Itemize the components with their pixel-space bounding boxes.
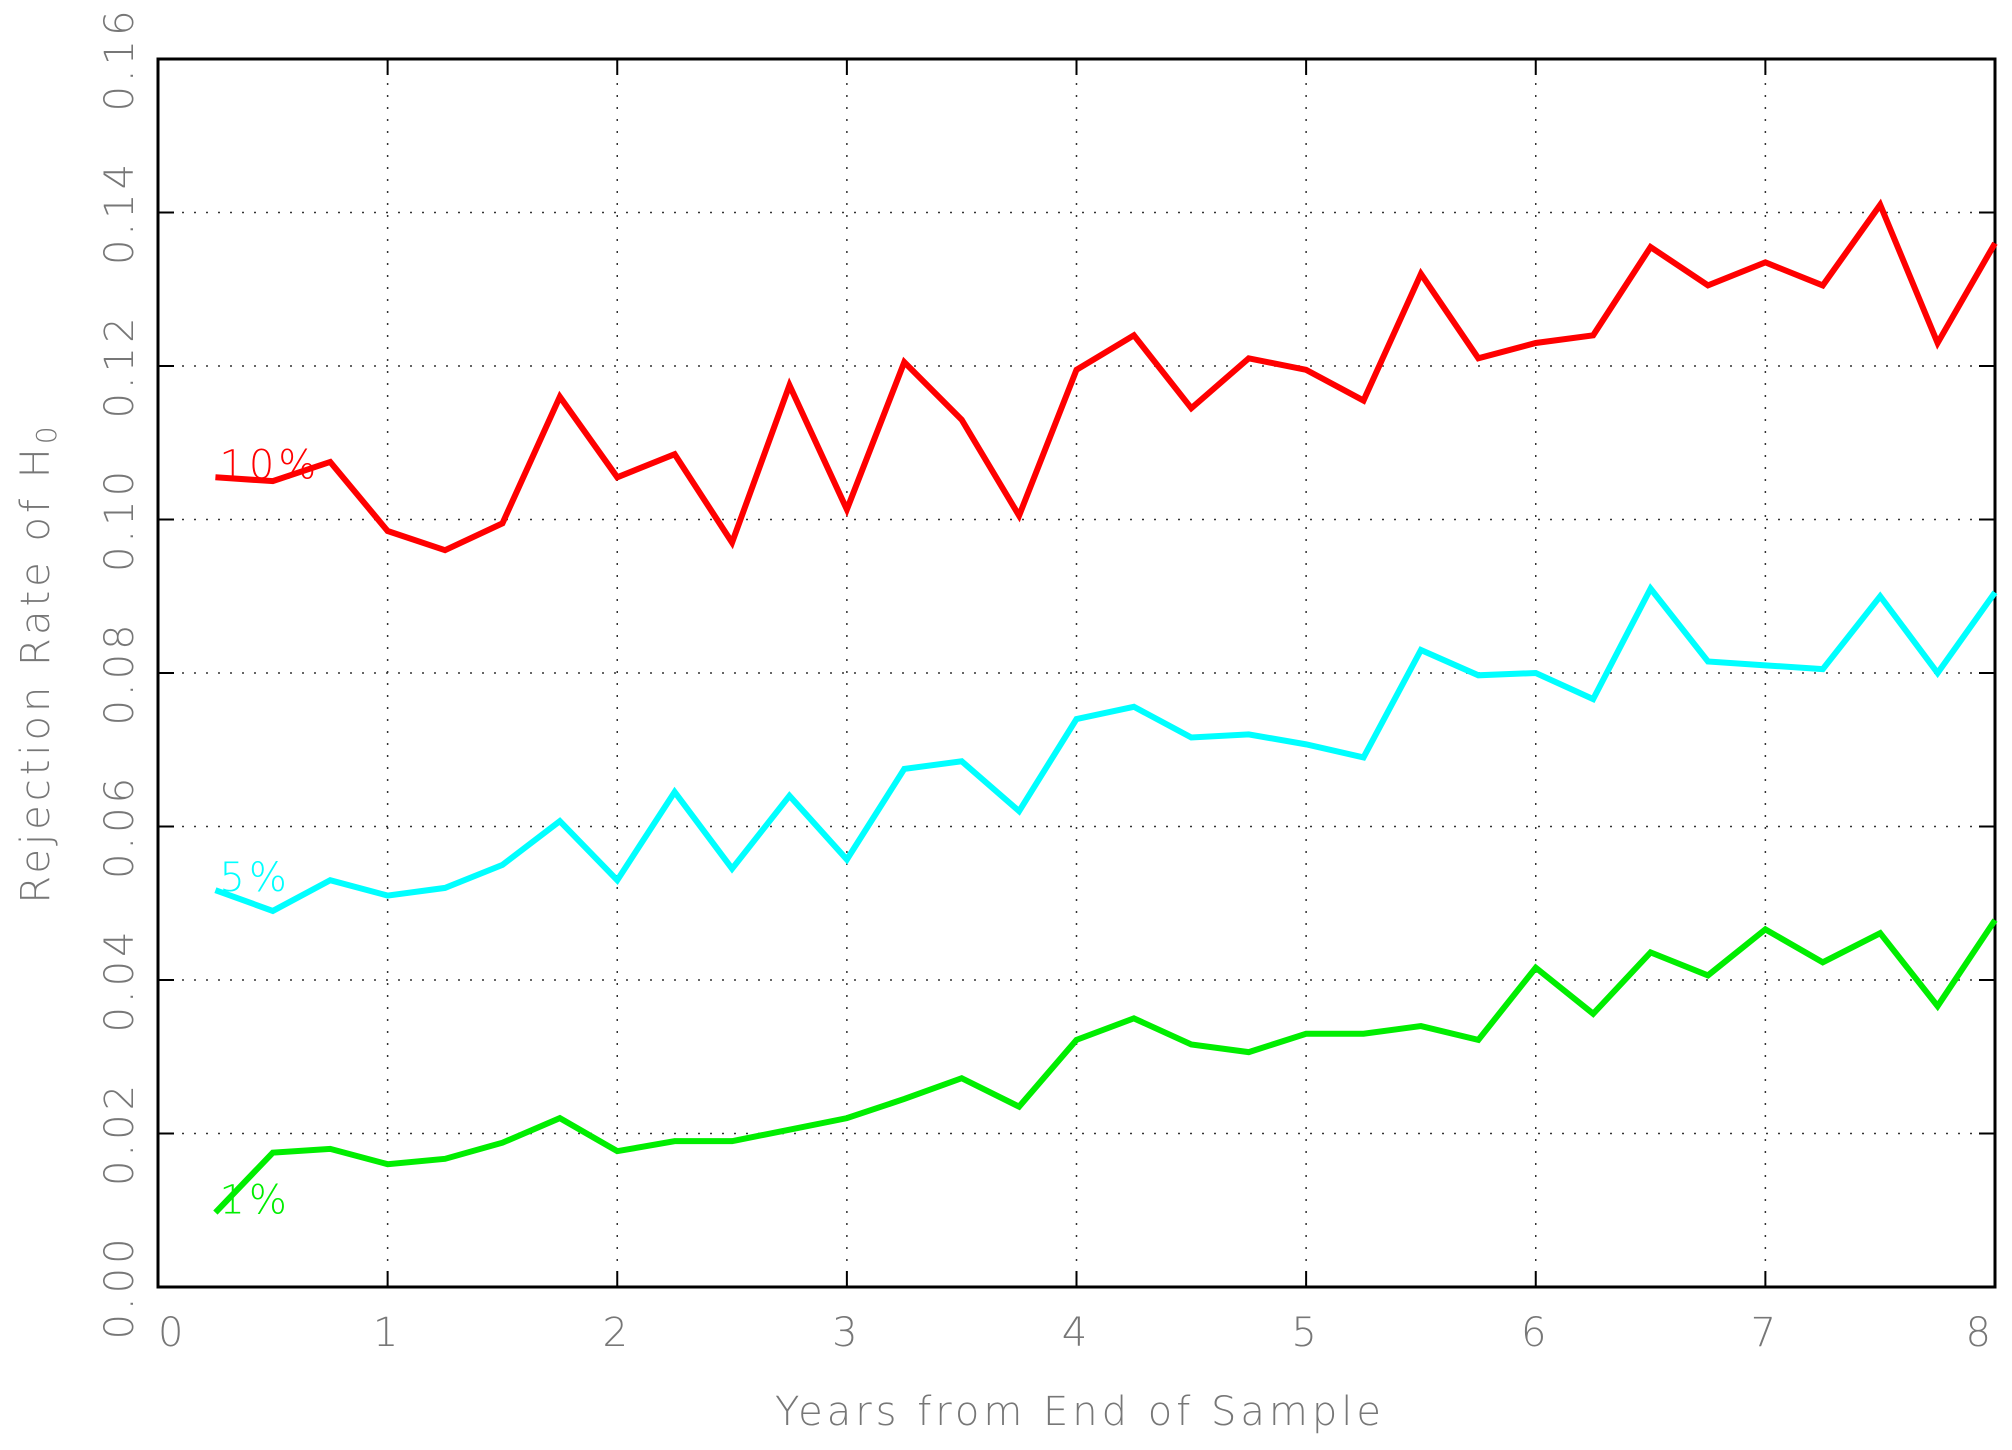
x-tick-label: 0 bbox=[158, 1310, 187, 1356]
series-label: 10% bbox=[219, 442, 320, 488]
y-tick-label: 0.14 bbox=[97, 160, 143, 265]
x-tick-label: 4 bbox=[1062, 1310, 1091, 1356]
x-axis-title: Years from End of Sample bbox=[775, 1389, 1385, 1435]
series-line bbox=[215, 198, 1998, 554]
series-label: 5% bbox=[219, 855, 290, 901]
y-tick-label: 0.02 bbox=[97, 1081, 143, 1186]
x-tick-label: 5 bbox=[1291, 1310, 1320, 1356]
plot-frame bbox=[156, 57, 1997, 1289]
y-axis-title-subscript: 0 bbox=[30, 422, 63, 444]
y-tick-label: 0.12 bbox=[97, 313, 143, 418]
series-label: 1% bbox=[219, 1178, 290, 1224]
y-axis-title-main: Rejection Rate of H bbox=[13, 444, 59, 903]
series-line bbox=[213, 918, 1998, 1215]
x-tick-label: 3 bbox=[832, 1310, 861, 1356]
x-tick-label: 1 bbox=[373, 1310, 402, 1356]
y-tick-label: 0.06 bbox=[97, 774, 143, 879]
y-tick-label: 0.16 bbox=[97, 6, 143, 111]
x-tick-label: 6 bbox=[1521, 1310, 1550, 1356]
x-tick-label: 2 bbox=[603, 1310, 632, 1356]
y-tick-label: 0.00 bbox=[97, 1234, 143, 1339]
y-tick-label: 0.08 bbox=[97, 620, 143, 725]
series-line bbox=[214, 583, 1998, 915]
y-axis-title: Rejection Rate of H0 bbox=[13, 422, 63, 903]
y-tick-label: 0.10 bbox=[97, 467, 143, 572]
y-tick-label: 0.04 bbox=[97, 927, 143, 1032]
x-tick-label: 8 bbox=[1966, 1310, 1995, 1356]
x-tick-label: 7 bbox=[1751, 1310, 1780, 1356]
